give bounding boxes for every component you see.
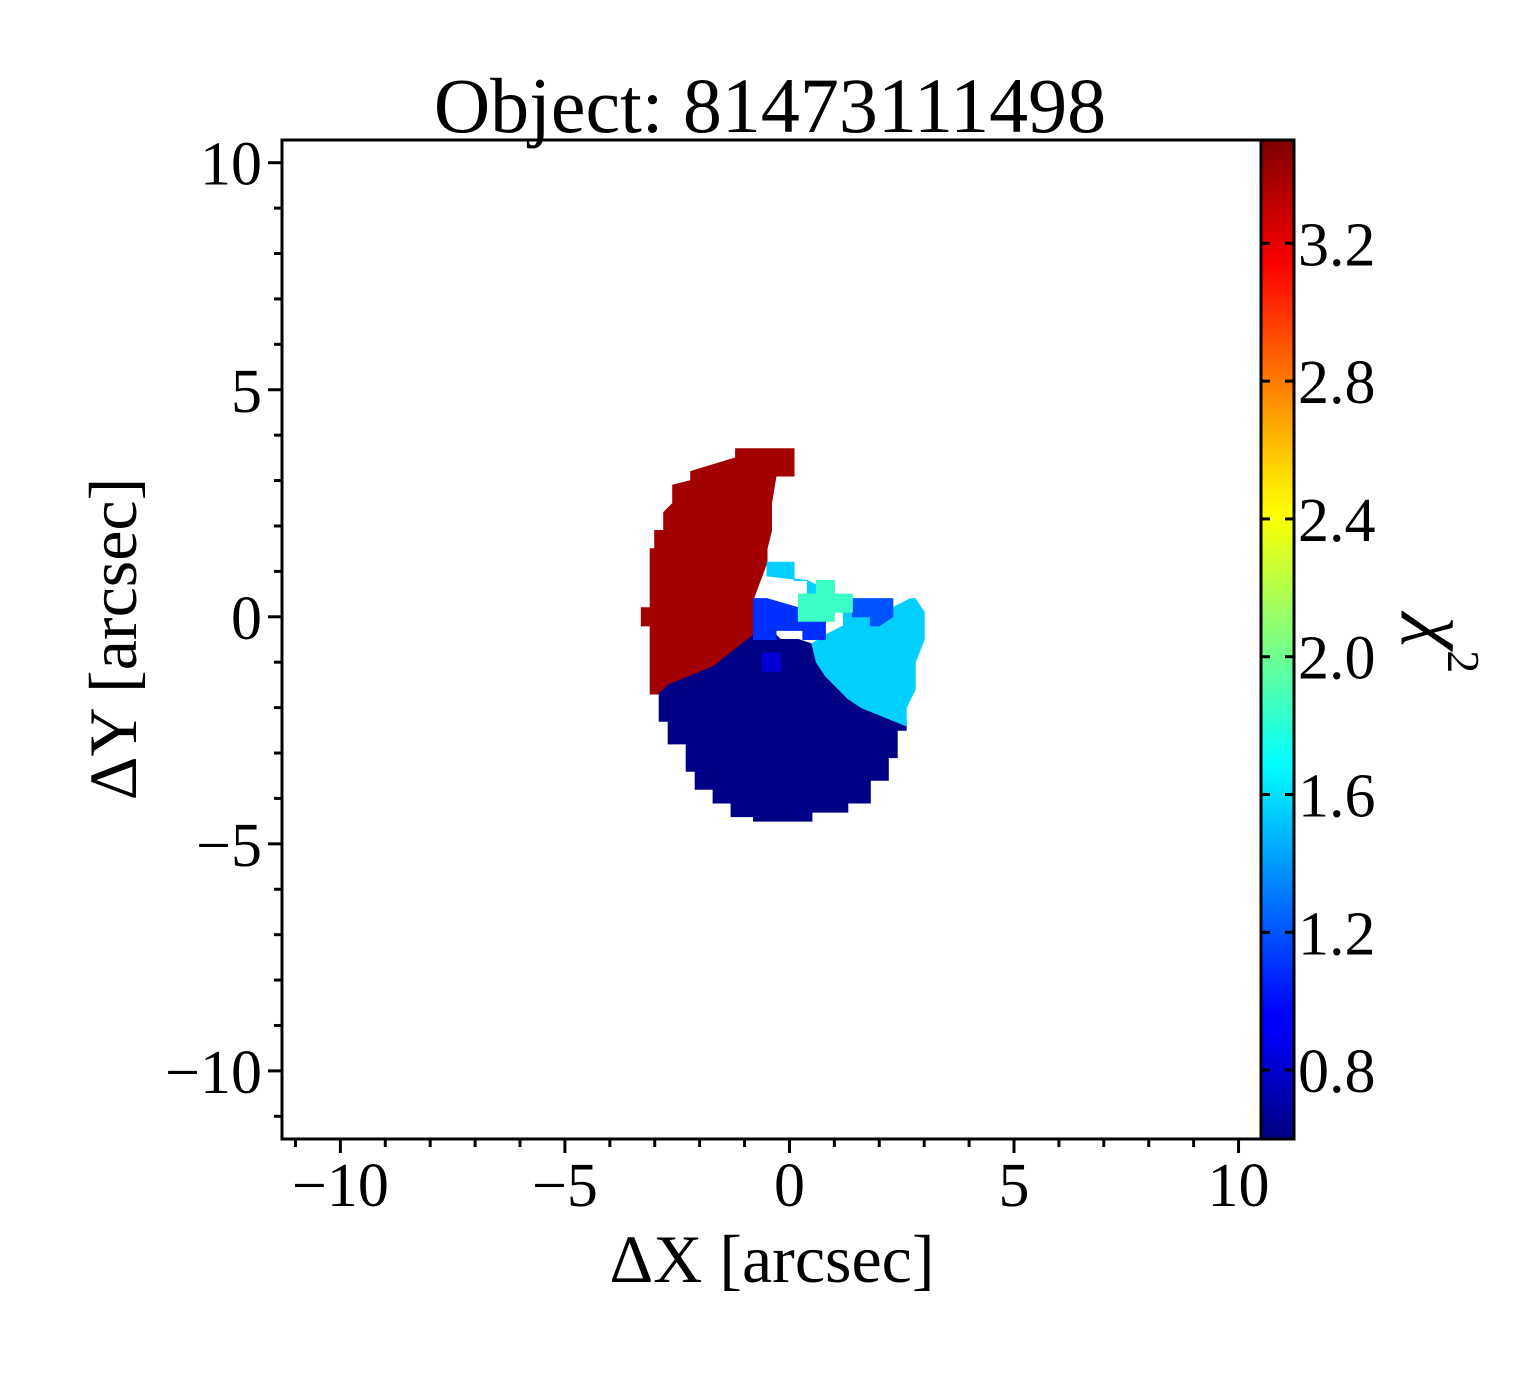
y-tick-label: −5	[196, 812, 262, 880]
colorbar-label-chi: χ	[1401, 610, 1485, 652]
x-tick-label: 10	[1208, 1152, 1270, 1220]
region-lower	[658, 629, 907, 822]
colorbar-label: χ2	[1401, 610, 1489, 673]
region-center-blue-patch	[753, 598, 826, 640]
x-tick-label: −5	[532, 1152, 598, 1220]
colorbar-axis: 0.8 1.2 1.6 2.0 2.4 2.8 3.2	[1261, 211, 1376, 1106]
colorbar	[1259, 138, 1296, 1141]
region-center-cyan-patch	[797, 580, 853, 622]
colorbar-tick-label: 2.4	[1298, 487, 1376, 555]
y-tick-label: −10	[165, 1039, 262, 1107]
y-tick-label: 5	[231, 358, 262, 426]
x-tick-label: −10	[292, 1152, 389, 1220]
region-right-blue-patch	[851, 598, 894, 627]
y-axis: −10 −5 0 5 10	[165, 131, 282, 1118]
y-tick-label: 10	[200, 131, 262, 199]
chi2-regions	[640, 448, 925, 822]
x-tick-label: 5	[999, 1152, 1030, 1220]
colorbar-tick-label: 1.2	[1298, 900, 1376, 968]
y-axis-label: ΔY [arcsec]	[75, 478, 151, 800]
colorbar-tick-label: 1.6	[1298, 763, 1376, 831]
region-small-blue-pixel	[762, 652, 781, 672]
colorbar-tick-label: 3.2	[1298, 211, 1376, 279]
x-axis-label: ΔX [arcsec]	[610, 1221, 935, 1297]
colorbar-tick-label: 0.8	[1298, 1038, 1376, 1106]
x-axis: −10 −5 0 5 10	[292, 1139, 1270, 1220]
y-tick-label: 0	[231, 585, 262, 653]
colorbar-tick-label: 2.8	[1298, 349, 1376, 417]
colorbar-tick-label: 2.0	[1298, 625, 1376, 693]
x-tick-label: 0	[774, 1152, 805, 1220]
colorbar-label-exponent: 2	[1438, 650, 1489, 673]
chart-title: Object: 81473111498	[434, 62, 1106, 149]
